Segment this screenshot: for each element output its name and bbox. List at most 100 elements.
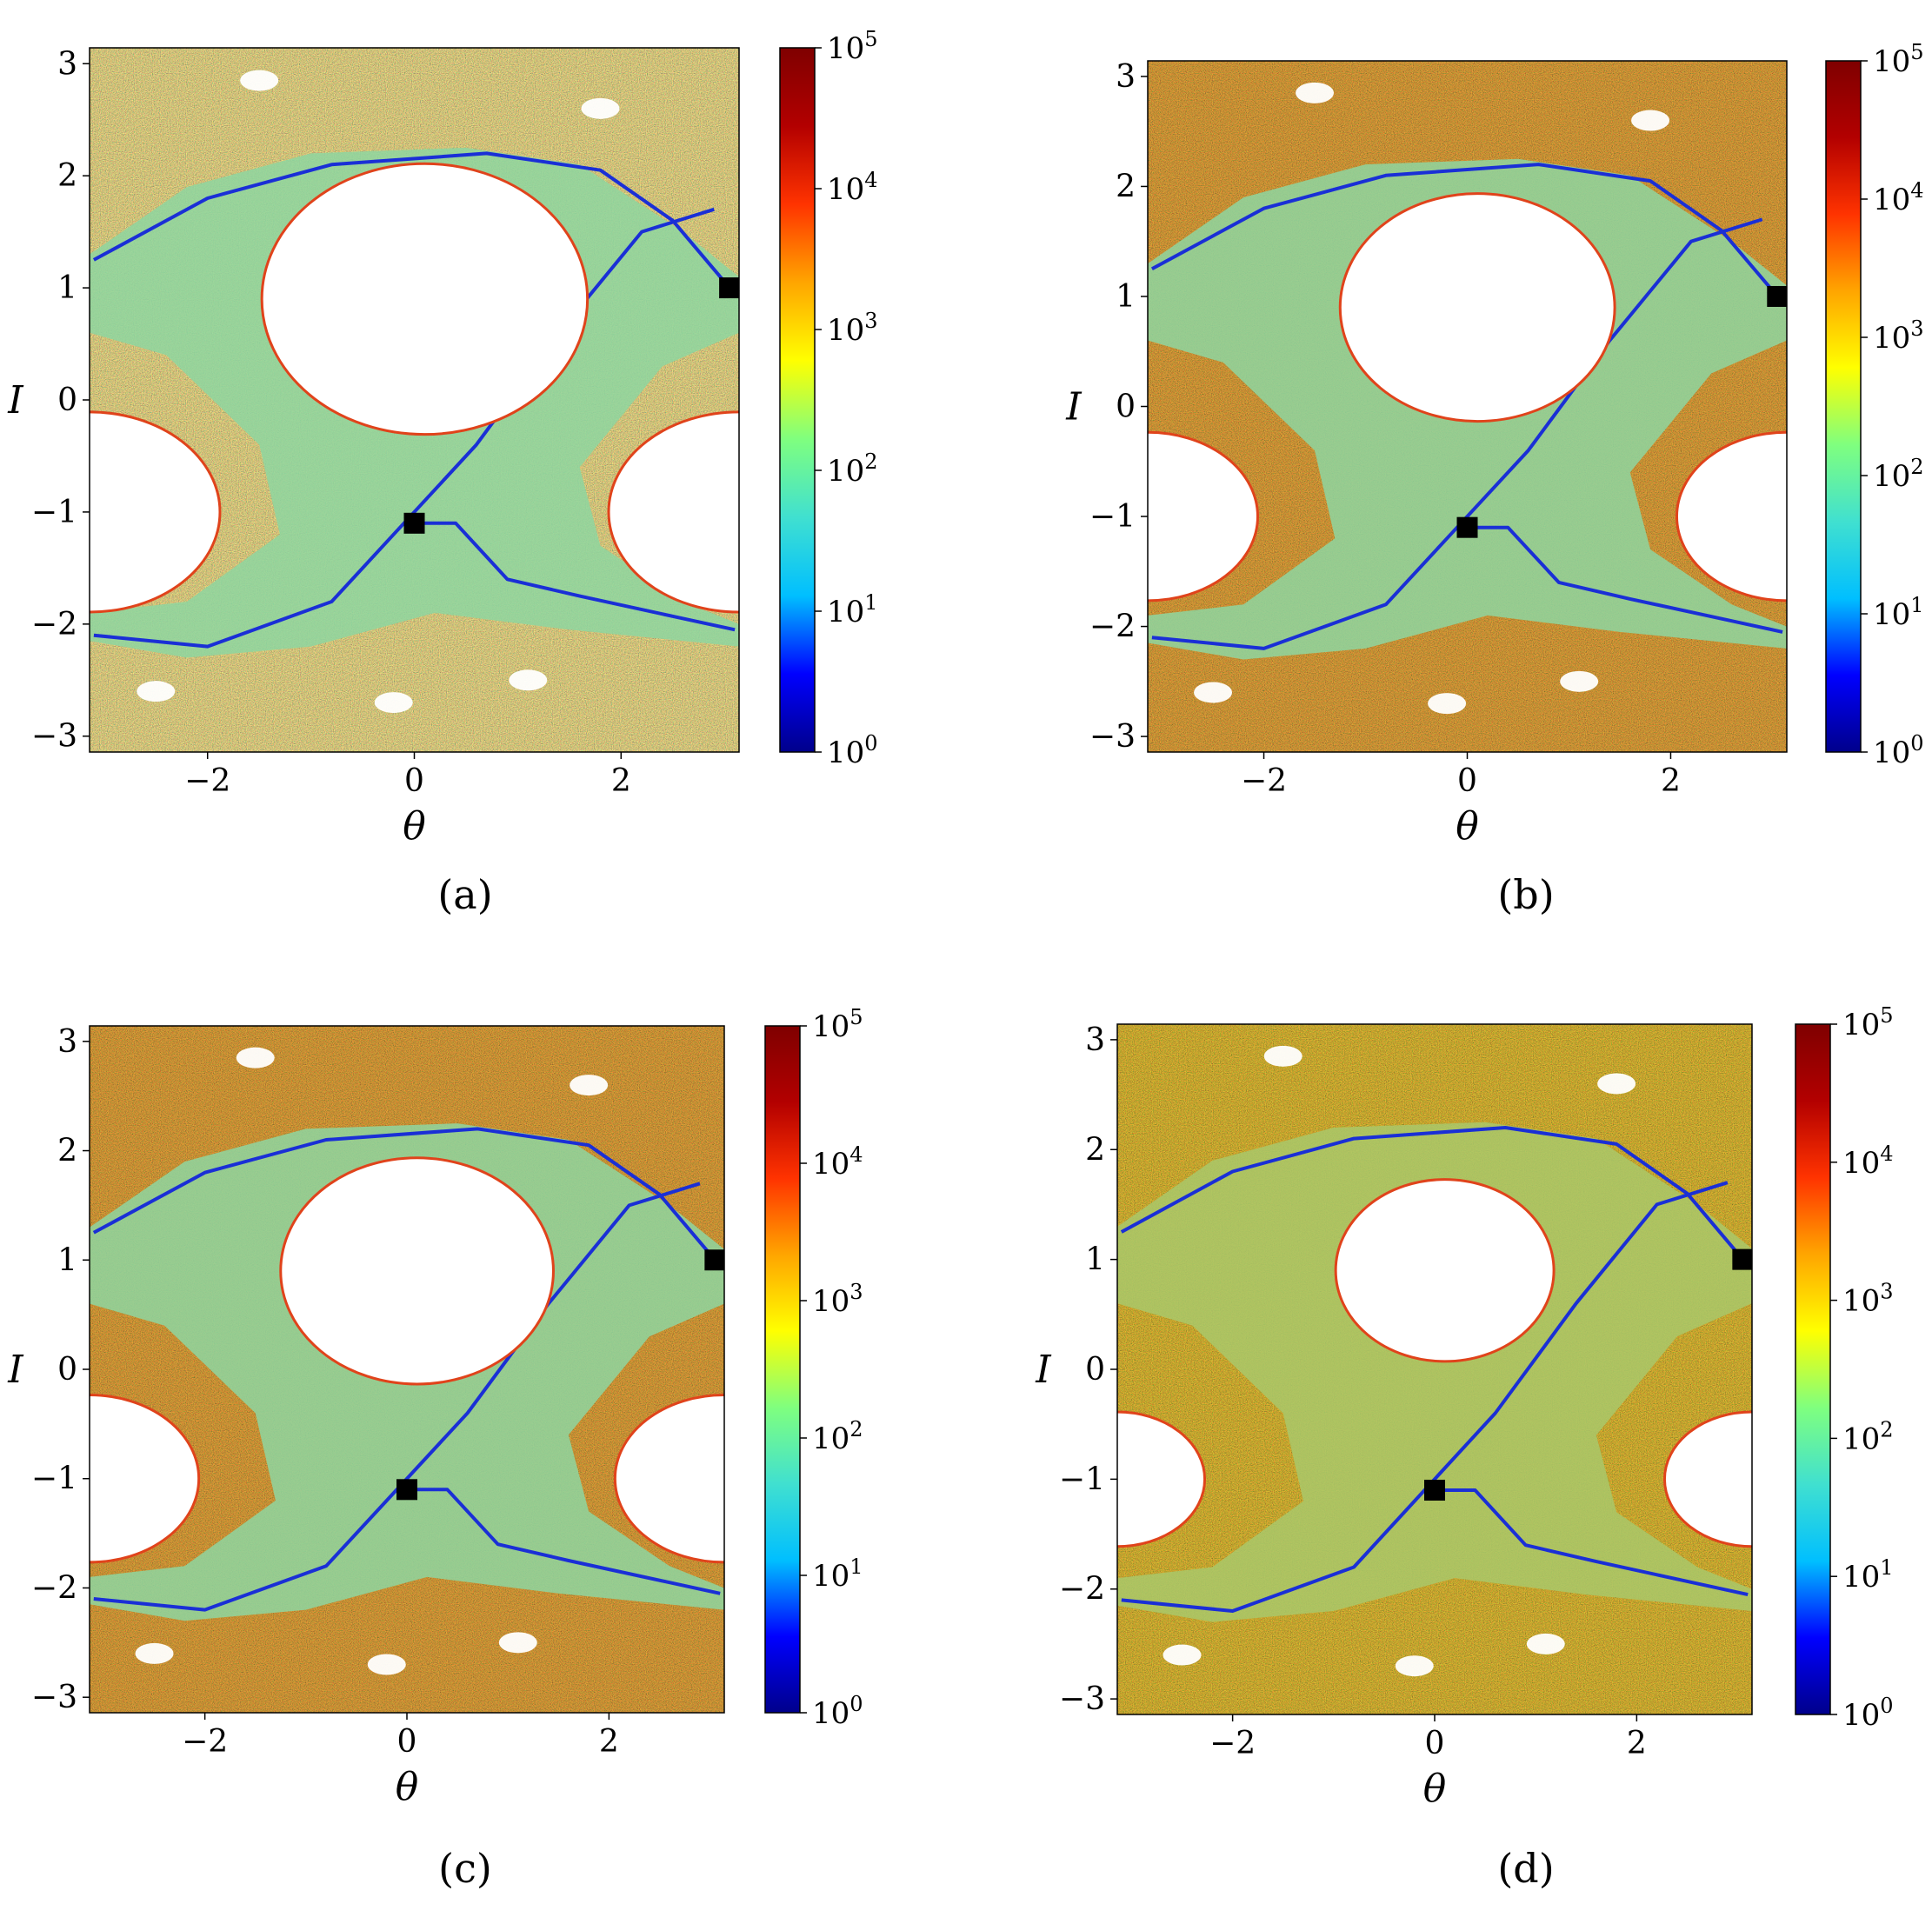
y-tick-label: 1 bbox=[57, 270, 77, 306]
secondary-island bbox=[509, 669, 548, 691]
colorbar-tick-label: 101 bbox=[827, 590, 878, 629]
y-tick-label: 0 bbox=[57, 383, 77, 418]
hyperbolic-point-marker bbox=[1732, 1248, 1752, 1270]
y-tick-label: 3 bbox=[57, 1024, 77, 1060]
y-tick-label: −1 bbox=[31, 495, 77, 530]
hyperbolic-point-marker bbox=[1456, 516, 1478, 538]
hyperbolic-point-marker bbox=[403, 512, 425, 534]
colorbar-tick-label: 104 bbox=[812, 1142, 863, 1182]
secondary-island bbox=[498, 1632, 537, 1654]
y-axis-label: I bbox=[1065, 385, 1083, 429]
y-tick-label: −2 bbox=[1059, 1572, 1105, 1608]
secondary-island bbox=[1395, 1655, 1434, 1677]
hyperbolic-point-marker bbox=[1424, 1480, 1445, 1501]
y-tick-label: −3 bbox=[31, 719, 77, 755]
y-tick-label: 1 bbox=[1116, 279, 1136, 315]
x-tick-label: −2 bbox=[1209, 1726, 1256, 1761]
y-tick-label: −1 bbox=[1089, 499, 1136, 535]
y-axis-label: I bbox=[7, 1348, 24, 1392]
y-tick-label: 2 bbox=[57, 158, 77, 194]
colorbar-tick-label: 103 bbox=[1873, 316, 1924, 356]
manifold-curve bbox=[92, 151, 731, 290]
manifold-curve bbox=[93, 207, 715, 649]
y-tick-label: −2 bbox=[31, 1570, 77, 1606]
manifold-curve bbox=[414, 521, 736, 632]
colorbar-tick-label: 100 bbox=[812, 1692, 863, 1731]
colorbar-tick-label: 104 bbox=[1842, 1142, 1894, 1181]
secondary-island bbox=[1428, 693, 1467, 715]
colorbar-tick-label: 102 bbox=[812, 1417, 863, 1456]
manifold-curve bbox=[407, 1488, 721, 1595]
heatmap-area bbox=[1148, 61, 1787, 752]
y-tick-label: 3 bbox=[1085, 1022, 1105, 1058]
colorbar bbox=[764, 1025, 801, 1714]
y-tick-label: −2 bbox=[1089, 609, 1136, 645]
colorbar-tick-label: 102 bbox=[1842, 1417, 1894, 1456]
y-axis-label: I bbox=[1035, 1348, 1052, 1392]
colorbar-tick-label: 102 bbox=[827, 449, 878, 489]
manifold-curve bbox=[92, 1127, 716, 1262]
panel-caption: (d) bbox=[1497, 1845, 1554, 1892]
secondary-island bbox=[240, 70, 279, 91]
separatrix-band bbox=[1117, 1122, 1752, 1622]
y-tick-label: 0 bbox=[1116, 389, 1136, 425]
x-tick-label: 2 bbox=[1661, 763, 1681, 799]
y-tick-label: −3 bbox=[31, 1680, 77, 1715]
central-island bbox=[260, 162, 590, 436]
x-tick-label: 0 bbox=[1425, 1726, 1445, 1761]
manifold-curve bbox=[93, 1182, 701, 1612]
panel-c: −2 0 2 −3 −2 −1 0 1 2 3 θ I 100 101 102 103 104 105 (c) bbox=[7, 1005, 863, 1892]
hyperbolic-point-marker bbox=[396, 1479, 417, 1501]
manifold-curve bbox=[1121, 1181, 1729, 1613]
colorbar-tick-label: 104 bbox=[827, 168, 878, 207]
secondary-island bbox=[570, 1075, 609, 1096]
secondary-island bbox=[1194, 682, 1233, 703]
y-tick-label: −3 bbox=[1089, 719, 1136, 755]
secondary-island bbox=[1263, 1045, 1302, 1067]
colorbar-tick-label: 101 bbox=[812, 1555, 863, 1594]
colorbar-tick-label: 105 bbox=[827, 27, 878, 66]
y-tick-label: −3 bbox=[1059, 1681, 1105, 1717]
y-tick-label: 2 bbox=[1085, 1132, 1105, 1168]
panel-caption: (a) bbox=[437, 871, 492, 918]
y-tick-label: −1 bbox=[1059, 1461, 1105, 1497]
heatmap-area bbox=[90, 48, 739, 752]
heatmap-area bbox=[1117, 1024, 1752, 1714]
x-tick-label: 0 bbox=[397, 1724, 417, 1760]
colorbar-tick-label: 103 bbox=[812, 1280, 863, 1319]
manifold-curve bbox=[1151, 217, 1763, 650]
secondary-island bbox=[1526, 1633, 1565, 1654]
secondary-island bbox=[137, 681, 176, 702]
secondary-island bbox=[135, 1642, 174, 1664]
colorbar-tick-label: 103 bbox=[827, 309, 878, 348]
secondary-island bbox=[1296, 82, 1335, 103]
manifold-curve bbox=[1150, 163, 1779, 298]
manifold-curve bbox=[1120, 1126, 1744, 1261]
y-tick-label: 0 bbox=[1085, 1352, 1105, 1388]
panel-b: −2 0 2 −3 −2 −1 0 1 2 3 θ I 100 101 102 103 104 105 (b) bbox=[1065, 40, 1924, 918]
x-tick-label: −2 bbox=[184, 763, 230, 799]
x-axis-label: θ bbox=[1423, 1767, 1447, 1811]
y-tick-label: 3 bbox=[57, 46, 77, 82]
colorbar-tick-label: 100 bbox=[1842, 1694, 1894, 1733]
central-island bbox=[1334, 1178, 1556, 1363]
central-island bbox=[1338, 192, 1616, 423]
y-tick-label: 1 bbox=[1085, 1242, 1105, 1278]
colorbar-tick-label: 101 bbox=[1873, 593, 1924, 632]
x-axis-label: θ bbox=[396, 1765, 419, 1809]
panel-a: −2 0 2 −3 −2 −1 0 1 2 3 θ I 100 101 102 103 104 105 (a) bbox=[7, 27, 878, 918]
colorbar-tick-label: 104 bbox=[1873, 178, 1924, 217]
colorbar-tick-label: 102 bbox=[1873, 455, 1924, 494]
x-tick-label: 0 bbox=[404, 763, 424, 799]
secondary-island bbox=[374, 692, 413, 714]
heatmap-area bbox=[90, 1026, 724, 1713]
colorbar-tick-label: 105 bbox=[1873, 40, 1924, 79]
x-tick-label: 0 bbox=[1457, 763, 1477, 799]
x-axis-label: θ bbox=[403, 804, 426, 849]
colorbar bbox=[1825, 60, 1862, 753]
hyperbolic-point-marker bbox=[719, 277, 739, 299]
colorbar-tick-label: 105 bbox=[812, 1005, 863, 1044]
colorbar-tick-label: 103 bbox=[1842, 1280, 1894, 1319]
secondary-island bbox=[236, 1047, 275, 1069]
